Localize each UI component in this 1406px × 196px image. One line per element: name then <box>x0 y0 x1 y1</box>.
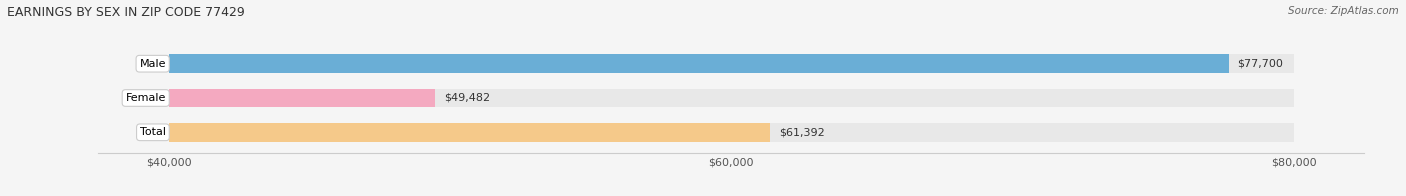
Bar <box>169 123 770 142</box>
Text: Female: Female <box>125 93 166 103</box>
Bar <box>169 54 1294 73</box>
Text: $49,482: $49,482 <box>444 93 489 103</box>
Text: Source: ZipAtlas.com: Source: ZipAtlas.com <box>1288 6 1399 16</box>
Text: $61,392: $61,392 <box>779 127 824 137</box>
Bar <box>169 54 1229 73</box>
Text: Male: Male <box>139 59 166 69</box>
Text: $77,700: $77,700 <box>1237 59 1284 69</box>
Bar <box>169 89 436 107</box>
Bar <box>169 89 1294 107</box>
Bar <box>169 123 1294 142</box>
Text: Total: Total <box>141 127 166 137</box>
Text: EARNINGS BY SEX IN ZIP CODE 77429: EARNINGS BY SEX IN ZIP CODE 77429 <box>7 6 245 19</box>
